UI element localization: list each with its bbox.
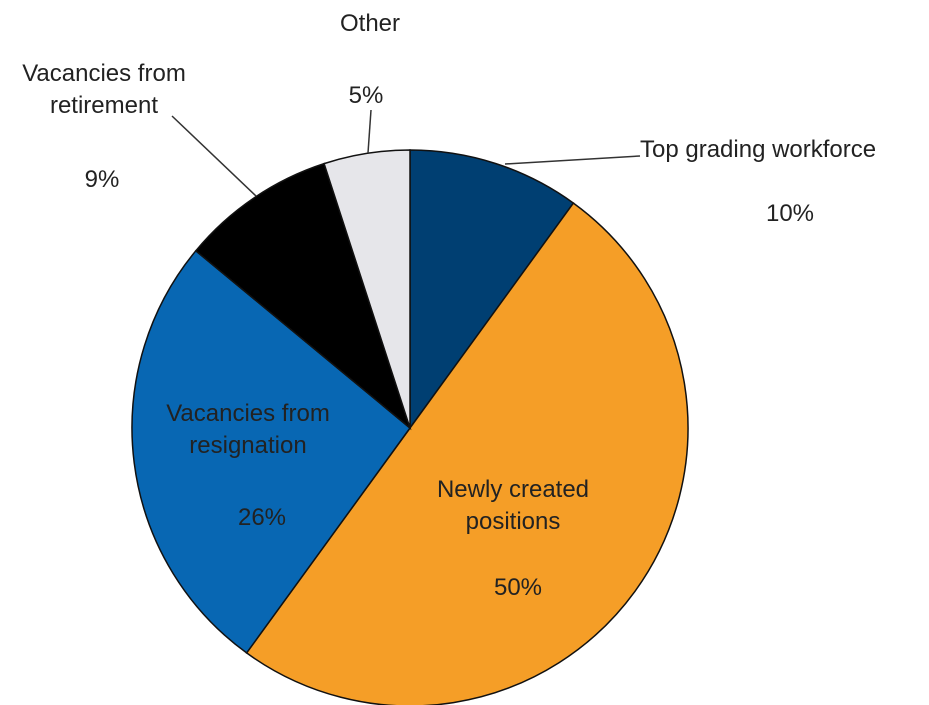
- slice-label: Newly created positions: [436, 476, 590, 535]
- leader-line: [367, 109, 372, 154]
- value-label: 26%: [237, 504, 287, 531]
- slice-label: Vacancies from retirement: [22, 60, 186, 119]
- value-label: 9%: [84, 166, 120, 193]
- pie-slice: [409, 149, 575, 431]
- slice-label: Other: [339, 10, 401, 37]
- slice-label: Top grading workforce: [640, 136, 877, 163]
- slice-label: Vacancies from resignation: [166, 400, 330, 459]
- value-label: 10%: [765, 200, 815, 227]
- pie-slice: [245, 202, 689, 705]
- pie-slice: [131, 249, 412, 654]
- pie-slice: [194, 162, 412, 431]
- leader-line: [171, 115, 257, 197]
- leader-line: [504, 155, 641, 165]
- value-label: 50%: [493, 574, 543, 601]
- value-label: 5%: [348, 82, 384, 109]
- pie-slice: [323, 149, 411, 429]
